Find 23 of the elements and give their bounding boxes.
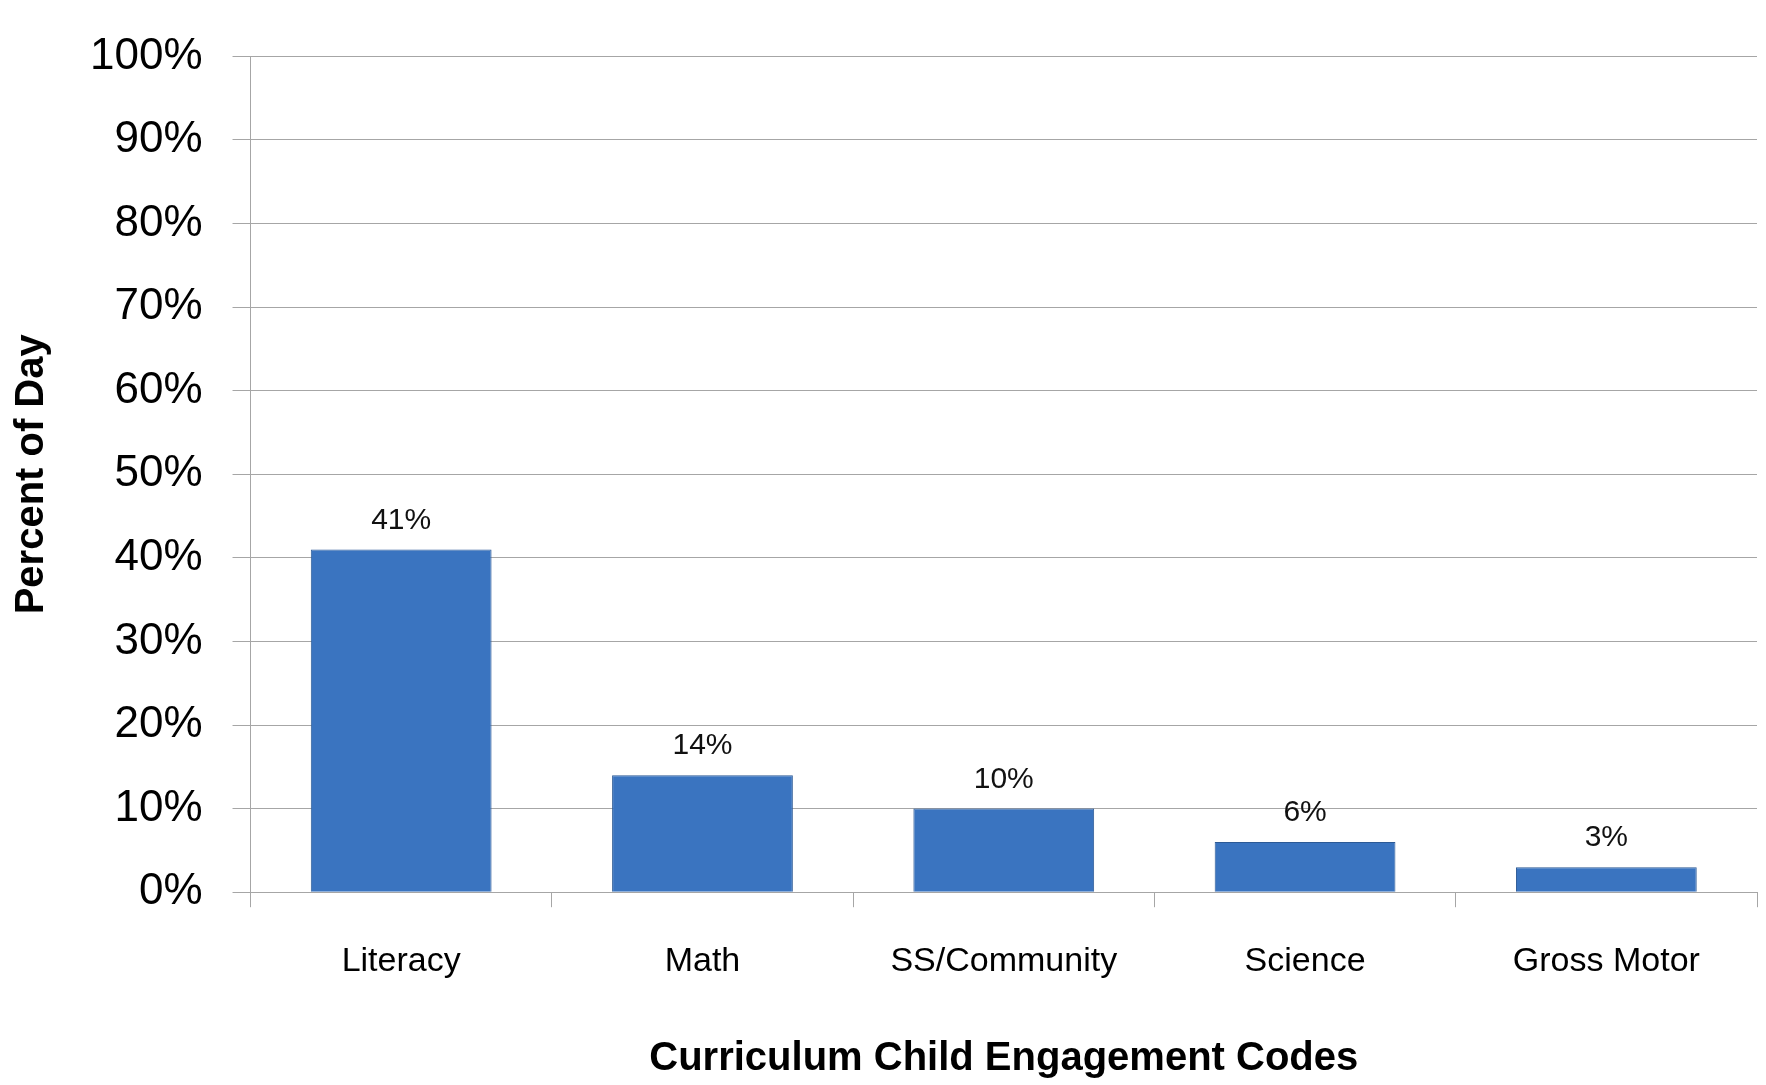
data-label: 14% (672, 727, 733, 761)
x-axis-title: Curriculum Child Engagement Codes (649, 1034, 1359, 1079)
y-tick-label: 80% (114, 195, 203, 245)
x-tick-label: SS/Community (890, 939, 1118, 978)
x-tick-label: Literacy (341, 939, 461, 978)
data-label: 10% (973, 760, 1034, 794)
y-tick-label: 20% (114, 697, 203, 747)
x-tick-label: Gross Motor (1512, 939, 1700, 978)
x-tick-label: Science (1244, 939, 1366, 978)
y-axis-title: Percent of Day (7, 333, 52, 615)
y-tick-label: 50% (114, 446, 203, 496)
y-tick-label: 0% (138, 864, 203, 914)
y-tick-label: 100% (89, 28, 203, 78)
x-tick-label: Math (664, 939, 741, 978)
y-tick-label: 60% (114, 362, 203, 412)
y-tick-label: 10% (114, 780, 203, 830)
y-tick-label: 30% (114, 613, 203, 663)
data-label: 3% (1584, 819, 1629, 853)
data-label: 6% (1283, 794, 1327, 828)
y-tick-label: 40% (114, 530, 203, 580)
y-tick-label: 90% (114, 112, 203, 162)
y-tick-label: 70% (114, 279, 203, 329)
data-label: 41% (371, 501, 432, 535)
